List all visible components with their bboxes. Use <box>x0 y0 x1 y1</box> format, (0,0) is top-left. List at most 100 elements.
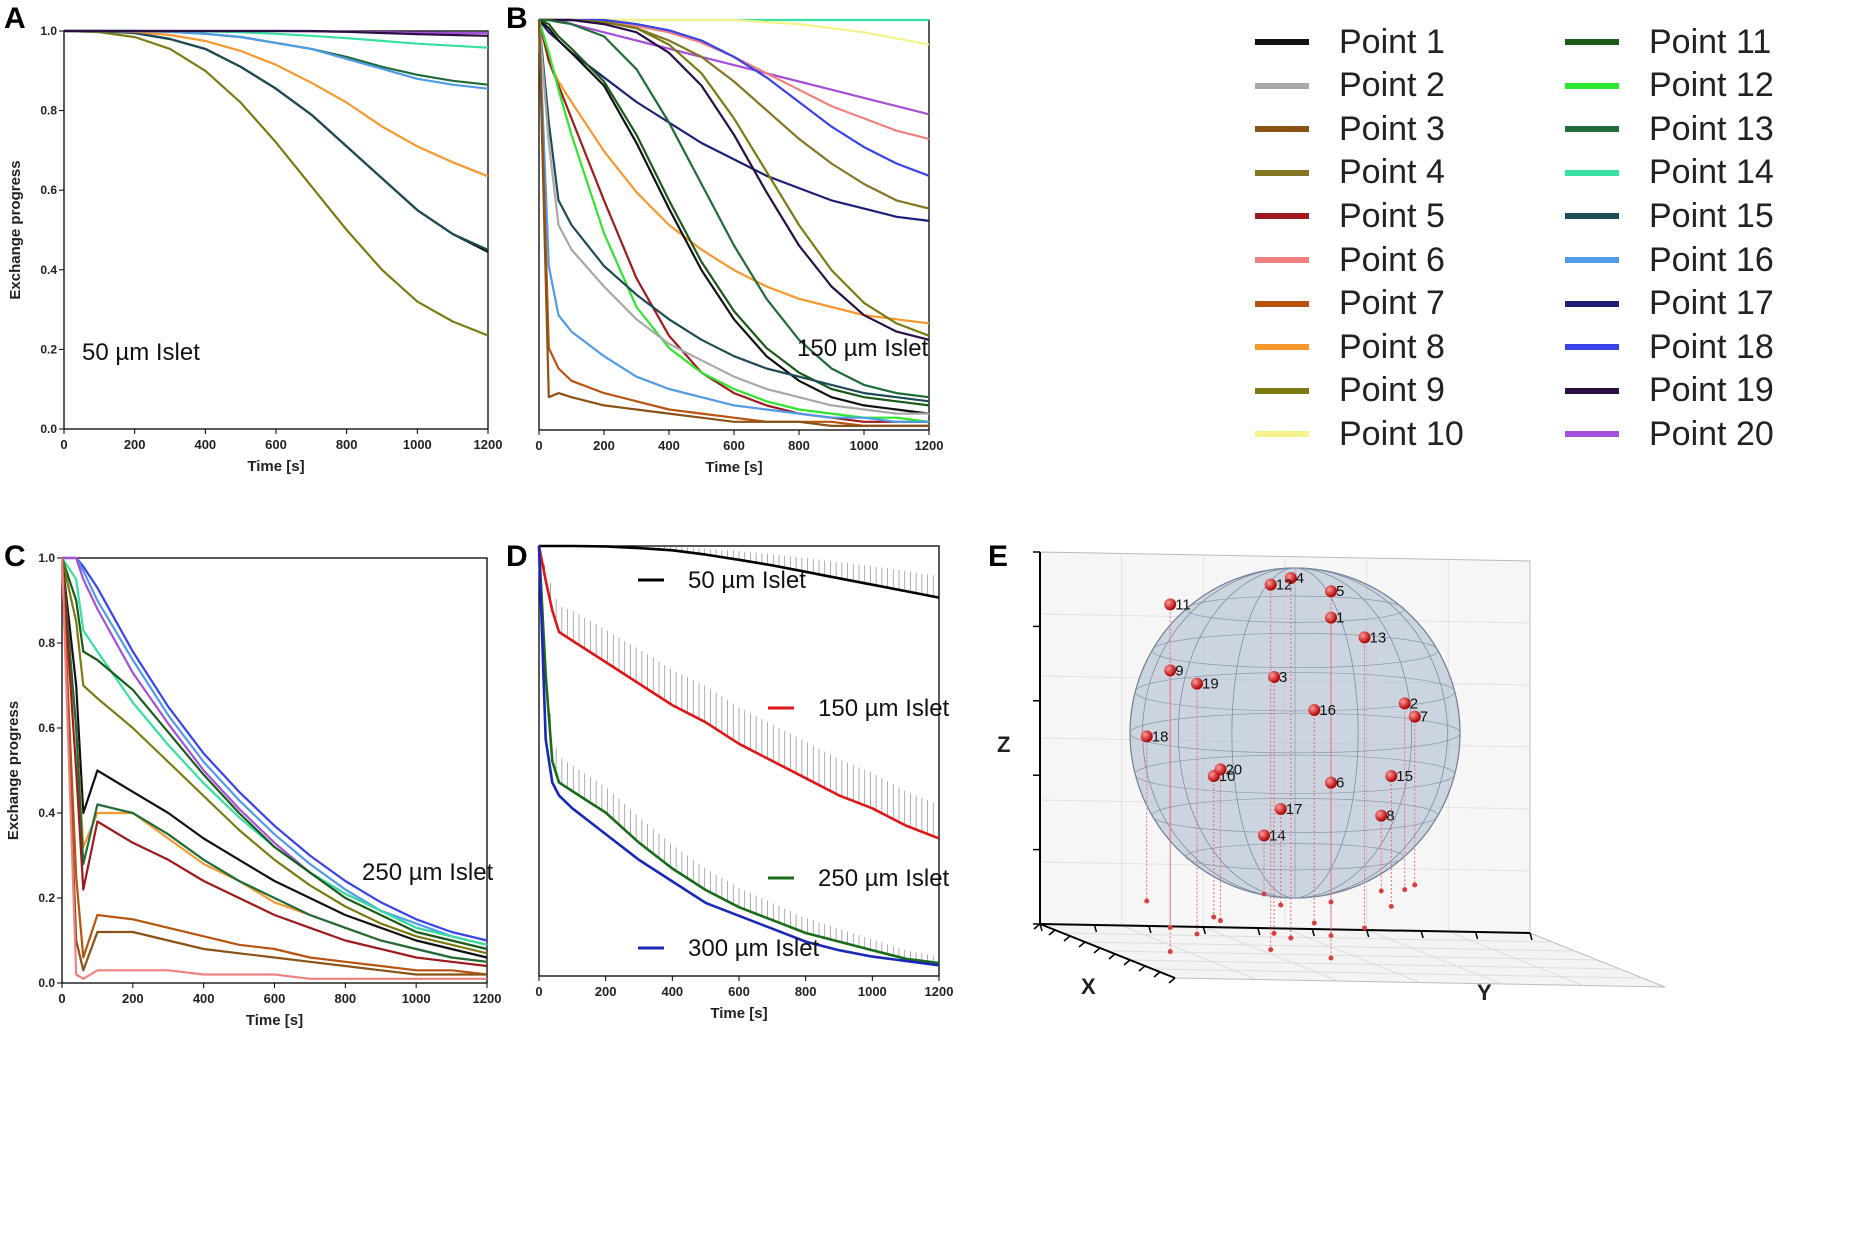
c-series-point-6 <box>60 557 487 980</box>
legend-swatch <box>1565 431 1619 438</box>
c-series-point-20 <box>62 556 488 946</box>
a-ytick-label: 0.8 <box>40 104 57 118</box>
chart-a-50um: 0 200 400 600 800 1000 1200 0.0 0.2 0.4 0.6 0.8 1.0 T… <box>7 24 503 475</box>
chart-e-point-label: 6 <box>1336 775 1344 792</box>
b-xtick-label: 200 <box>593 438 615 453</box>
a-series-point-13 <box>64 29 489 86</box>
a-xtick-label: 600 <box>265 437 287 452</box>
chart-e-point-label: 9 <box>1175 662 1183 679</box>
legend-item-point-20: Point 20 <box>1565 414 1774 454</box>
chart-e-point-label: 11 <box>1175 596 1191 613</box>
panel-label-e: E <box>988 540 1009 573</box>
d-xtick-label: 800 <box>795 984 817 999</box>
c-xtick-label: 1000 <box>402 991 431 1006</box>
chart-e-point-marker <box>1214 763 1227 776</box>
a-series-point-16 <box>64 29 489 90</box>
chart-e-y-tick <box>1529 932 1533 941</box>
chart-e-sphere-latitude <box>1151 633 1439 668</box>
chart-e-point-marker <box>1308 704 1321 716</box>
d-plot-frame <box>538 545 940 977</box>
b-xtick-label: 600 <box>723 438 745 453</box>
chart-e-x-tick <box>1138 965 1146 972</box>
chart-e-x-tick <box>1093 947 1101 954</box>
chart-e-x-axis <box>1039 923 1176 979</box>
chart-e-point-label: 3 <box>1279 669 1287 686</box>
chart-e-x-tick <box>1033 923 1041 930</box>
chart-e-point-marker <box>1284 572 1297 584</box>
legend-label: Point 9 <box>1339 371 1445 410</box>
chart-e-floor-marker <box>1211 914 1217 920</box>
b-series-point-15 <box>537 19 930 403</box>
a-xtick-label: 200 <box>124 437 146 452</box>
b-series-point-16 <box>537 19 929 423</box>
chart-e-floor-marker <box>1311 920 1317 926</box>
chart-e-floor-marker <box>1217 918 1223 924</box>
a-plot-frame <box>63 30 489 430</box>
legend-item-point-6: Point 6 <box>1255 240 1445 280</box>
legend-item-point-1: Point 1 <box>1255 22 1445 62</box>
chart-e-point-label: 14 <box>1269 827 1286 844</box>
chart-e-y-tick <box>1311 928 1315 937</box>
b-xtick-label: 1000 <box>850 438 879 453</box>
a-series-point-9 <box>63 29 489 337</box>
chart-e-sphere-latitude <box>1151 798 1439 833</box>
legend-label: Point 5 <box>1339 196 1445 235</box>
legend-item-point-13: Point 13 <box>1565 109 1774 149</box>
legend-swatch <box>1255 169 1309 176</box>
legend-item-point-14: Point 14 <box>1565 153 1774 193</box>
legend-label: Point 10 <box>1339 414 1464 453</box>
legend-swatch <box>1565 300 1619 307</box>
legend-label: Point 4 <box>1339 153 1445 192</box>
chart-e-point-label: 15 <box>1396 768 1413 785</box>
b-series-point-19 <box>539 18 930 341</box>
legend-item-point-4: Point 4 <box>1255 153 1445 193</box>
legend-label: Point 12 <box>1649 66 1774 105</box>
d-x-axis-label: Time [s] <box>710 1005 767 1022</box>
c-ytick-label: 0.0 <box>38 976 55 990</box>
chart-e-point-marker <box>1325 585 1337 598</box>
d-xtick-label: 200 <box>595 984 617 999</box>
a-series-point-19 <box>64 29 489 37</box>
chart-e-y-tick <box>1420 930 1424 939</box>
legend-swatch <box>1565 169 1619 176</box>
legend-label: Point 8 <box>1339 327 1445 366</box>
b-series-point-13 <box>539 18 930 399</box>
chart-e-floor-marker <box>1167 925 1173 931</box>
legend-swatch <box>1255 300 1309 307</box>
d-xtick-label: 600 <box>728 984 750 999</box>
legend-swatch <box>1255 213 1309 220</box>
chart-e-floor-marker <box>1144 898 1150 904</box>
c-xtick-label: 1200 <box>473 991 502 1006</box>
legend-item-point-15: Point 15 <box>1565 196 1774 236</box>
legend-swatch <box>1565 213 1619 220</box>
legend-swatch <box>1565 344 1619 351</box>
c-xtick-label: 0 <box>58 991 65 1006</box>
a-xtick-label: 1200 <box>474 437 503 452</box>
legend-item-point-8: Point 8 <box>1255 327 1445 367</box>
legend-item-point-17: Point 17 <box>1565 284 1774 324</box>
b-series-point-12 <box>537 19 930 423</box>
chart-e-point-label: 18 <box>1152 728 1169 745</box>
b-series-point-8 <box>537 19 930 325</box>
b-xtick-label: 800 <box>788 438 810 453</box>
b-series-point-18 <box>539 18 930 177</box>
chart-e-x-tick <box>1048 929 1056 936</box>
chart-e-floor-marker <box>1328 899 1334 905</box>
chart-e-point-label: 5 <box>1336 583 1344 600</box>
chart-e-floor-marker <box>1271 930 1277 936</box>
d-series-150-m-islet <box>537 545 940 840</box>
chart-e-y-tick <box>1365 929 1370 938</box>
a-ytick-label: 0.6 <box>40 183 57 197</box>
chart-e-x-tick <box>1123 959 1131 966</box>
d-xtick-label: 1000 <box>858 984 887 999</box>
c-series-point-5 <box>60 557 488 968</box>
chart-e-floor-marker <box>1167 949 1173 955</box>
panel-label-d: D <box>506 540 528 573</box>
legend-label: Point 7 <box>1339 284 1445 323</box>
a-xtick-label: 800 <box>336 437 358 452</box>
b-series-point-11 <box>538 18 930 407</box>
legend-item-point-7: Point 7 <box>1255 284 1445 324</box>
legend-item-point-3: Point 3 <box>1255 109 1445 149</box>
b-series-point-3 <box>537 19 929 427</box>
a-ytick-label: 0.0 <box>40 422 57 436</box>
